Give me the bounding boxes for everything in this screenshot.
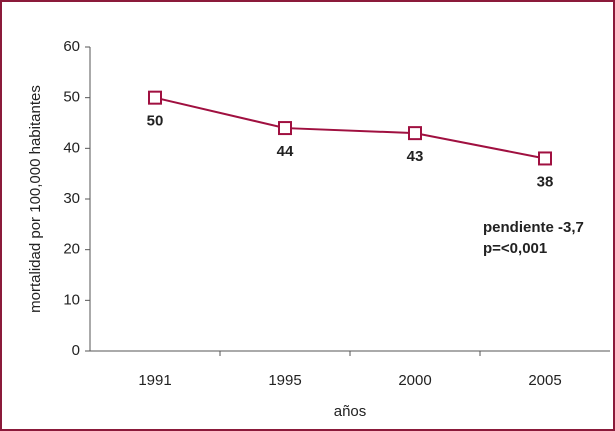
data-label: 38: [537, 173, 554, 190]
x-tick-label: 2005: [528, 372, 561, 389]
annotation: p=<0,001: [483, 240, 547, 257]
y-tick-label: 20: [63, 241, 80, 258]
y-tick-label: 50: [63, 89, 80, 106]
x-axis-label: años: [334, 403, 367, 420]
marker: [148, 90, 162, 105]
marker: [538, 151, 552, 166]
x-tick-label: 2000: [398, 372, 431, 389]
y-tick-label: 0: [72, 342, 80, 359]
x-tick-label: 1995: [268, 372, 301, 389]
y-tick-label: 40: [63, 139, 80, 156]
marker: [408, 126, 422, 141]
data-label: 44: [277, 143, 294, 160]
y-tick-label: 60: [63, 38, 80, 55]
annotation: pendiente -3,7: [483, 219, 584, 236]
y-tick-label: 30: [63, 190, 80, 207]
y-axis-label: mortalidad por 100,000 habitantes: [27, 85, 44, 313]
data-label: 43: [407, 148, 424, 165]
data-label: 50: [147, 113, 164, 130]
x-tick-label: 1991: [138, 372, 171, 389]
marker: [278, 121, 292, 136]
y-tick-label: 10: [63, 291, 80, 308]
line: [154, 96, 546, 160]
